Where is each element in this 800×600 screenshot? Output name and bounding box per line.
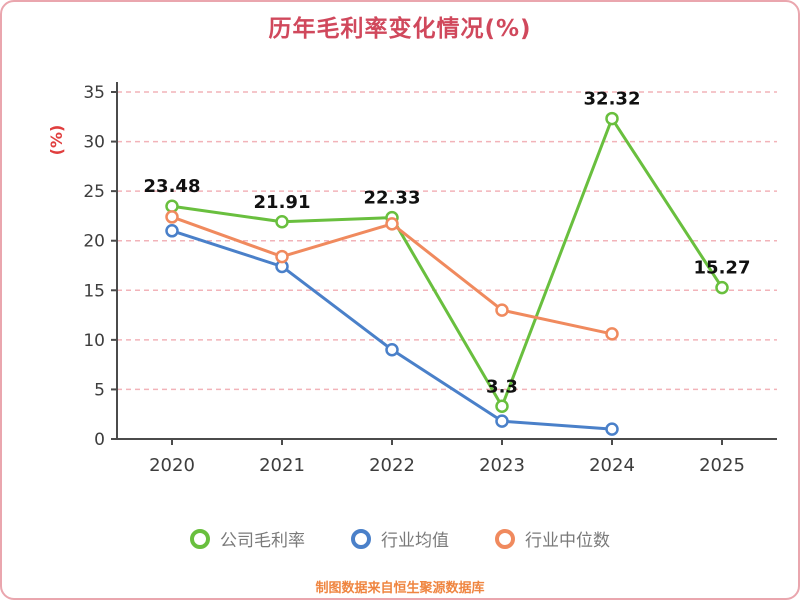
y-tick-label: 5 (94, 380, 105, 400)
legend-label-company: 公司毛利率 (220, 531, 305, 551)
legend-marker-industry-median-icon (495, 528, 515, 549)
data-point-series-1 (385, 343, 399, 357)
chart-title: 历年毛利率变化情况(%) (268, 16, 532, 42)
legend-label-industry-median: 行业中位数 (525, 531, 610, 551)
y-tick-label: 30 (83, 133, 105, 153)
data-label: 22.33 (364, 188, 421, 209)
y-tick-label: 15 (83, 281, 105, 301)
series-line-1 (171, 229, 613, 431)
data-label: 21.91 (254, 192, 311, 213)
x-tick-label: 2024 (589, 455, 635, 476)
x-tick-label: 2020 (149, 455, 195, 476)
data-point-series-0 (165, 199, 179, 213)
y-axis-title: (%) (47, 125, 66, 156)
data-point-series-1 (605, 422, 619, 436)
data-point-series-1 (495, 414, 509, 428)
data-label: 3.3 (486, 376, 518, 397)
y-tick-label: 35 (83, 83, 105, 103)
data-point-series-2 (495, 303, 509, 317)
y-tick-label: 0 (94, 430, 105, 450)
legend-marker-company-icon (190, 528, 210, 549)
data-point-series-2 (165, 210, 179, 224)
chart-legend: 公司毛利率 行业均值 行业中位数 (2, 526, 798, 551)
x-tick-label: 2022 (369, 455, 415, 476)
data-point-series-0 (605, 111, 619, 126)
data-point-series-0 (495, 399, 509, 414)
y-tick-label: 20 (83, 232, 105, 252)
legend-item-industry-median[interactable]: 行业中位数 (495, 526, 610, 551)
data-point-series-2 (275, 249, 289, 264)
legend-label-industry-mean: 行业均值 (381, 531, 449, 551)
series-line-0 (171, 117, 724, 408)
data-point-series-2 (385, 217, 399, 231)
y-tick-label: 10 (83, 331, 105, 351)
data-label: 15.27 (694, 258, 751, 279)
legend-item-industry-mean[interactable]: 行业均值 (351, 526, 449, 551)
data-source-note: 制图数据来自恒生聚源数据库 (315, 581, 485, 596)
y-tick-label: 25 (83, 182, 105, 202)
x-tick-label: 2025 (699, 455, 745, 476)
legend-item-company-margin[interactable]: 公司毛利率 (190, 526, 305, 551)
series-line-2 (171, 215, 613, 336)
data-point-series-2 (605, 327, 619, 341)
data-point-series-0 (715, 280, 729, 295)
x-tick-label: 2023 (479, 455, 525, 476)
data-point-series-0 (275, 215, 289, 229)
legend-marker-industry-mean-icon (351, 528, 371, 549)
data-label: 23.48 (144, 176, 201, 197)
data-label: 32.32 (584, 89, 641, 110)
x-tick-label: 2021 (259, 455, 305, 476)
data-point-series-1 (165, 224, 179, 238)
